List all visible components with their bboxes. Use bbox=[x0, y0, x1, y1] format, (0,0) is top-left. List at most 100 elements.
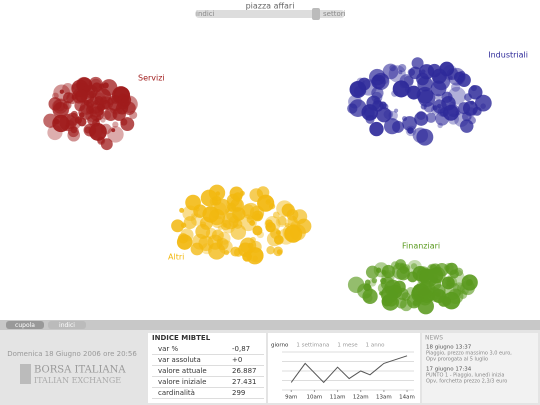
stock-bubble[interactable] bbox=[392, 80, 410, 98]
stock-bubble[interactable] bbox=[249, 188, 264, 202]
stock-bubble[interactable] bbox=[281, 203, 295, 217]
stock-bubble[interactable] bbox=[448, 75, 453, 80]
stock-bubble[interactable] bbox=[452, 288, 461, 297]
stock-bubble[interactable] bbox=[66, 92, 78, 105]
stock-bubble[interactable] bbox=[446, 278, 451, 283]
stock-bubble[interactable] bbox=[102, 82, 109, 89]
stock-bubble[interactable] bbox=[209, 197, 219, 206]
stock-bubble[interactable] bbox=[94, 88, 112, 105]
stock-bubble[interactable] bbox=[284, 224, 303, 243]
stock-bubble[interactable] bbox=[252, 210, 264, 222]
stock-bubble[interactable] bbox=[275, 216, 287, 228]
stock-bubble[interactable] bbox=[349, 81, 367, 98]
stock-bubble[interactable] bbox=[227, 202, 237, 212]
stock-bubble[interactable] bbox=[437, 122, 443, 129]
stock-bubble[interactable] bbox=[191, 213, 196, 218]
stock-bubble[interactable] bbox=[100, 117, 106, 123]
news-line[interactable]: Opv prorogata al 5 luglio bbox=[426, 357, 488, 363]
news-line[interactable]: Piaggio, prezzo massimo 3,0 euro, bbox=[426, 351, 512, 357]
stock-bubble[interactable] bbox=[183, 216, 197, 230]
stock-bubble[interactable] bbox=[71, 112, 77, 118]
stock-bubble[interactable] bbox=[445, 276, 458, 288]
stock-bubble[interactable] bbox=[248, 247, 264, 263]
stock-bubble[interactable] bbox=[62, 82, 74, 95]
stock-bubble[interactable] bbox=[177, 233, 189, 244]
stock-bubble[interactable] bbox=[287, 215, 298, 227]
stock-bubble[interactable] bbox=[276, 249, 283, 255]
stock-bubble[interactable] bbox=[120, 118, 128, 126]
news-line[interactable]: PUNTO 1 - Piaggio, lunedì inizia bbox=[426, 372, 504, 379]
stock-bubble[interactable] bbox=[265, 219, 273, 228]
slider-right[interactable]: settori bbox=[323, 10, 346, 18]
stock-bubble[interactable] bbox=[365, 265, 379, 279]
stock-bubble[interactable] bbox=[53, 84, 71, 102]
stock-bubble[interactable] bbox=[398, 63, 407, 73]
stock-bubble[interactable] bbox=[71, 83, 79, 90]
stock-bubble[interactable] bbox=[427, 267, 444, 284]
stock-bubble[interactable] bbox=[451, 82, 461, 92]
stock-bubble[interactable] bbox=[218, 240, 233, 255]
stock-bubble[interactable] bbox=[284, 222, 290, 228]
stock-bubble[interactable] bbox=[87, 114, 98, 126]
stock-bubble[interactable] bbox=[347, 103, 358, 114]
stock-bubble[interactable] bbox=[272, 211, 280, 219]
stock-bubble[interactable] bbox=[416, 128, 434, 146]
stock-bubble[interactable] bbox=[398, 70, 403, 75]
stock-bubble[interactable] bbox=[382, 63, 399, 80]
stock-bubble[interactable] bbox=[357, 283, 373, 299]
stock-bubble[interactable] bbox=[120, 95, 138, 113]
stock-bubble[interactable] bbox=[185, 194, 201, 211]
stock-bubble[interactable] bbox=[460, 119, 474, 133]
stock-bubble[interactable] bbox=[430, 292, 441, 303]
stock-bubble[interactable] bbox=[437, 103, 442, 109]
stock-bubble[interactable] bbox=[441, 91, 453, 103]
stock-bubble[interactable] bbox=[112, 121, 119, 128]
slider-track[interactable] bbox=[195, 10, 345, 18]
stock-bubble[interactable] bbox=[77, 117, 87, 127]
stock-bubble[interactable] bbox=[179, 207, 185, 213]
stock-bubble[interactable] bbox=[75, 89, 88, 103]
stock-bubble[interactable] bbox=[458, 102, 471, 115]
stock-bubble[interactable] bbox=[43, 113, 58, 128]
stock-bubble[interactable] bbox=[460, 280, 475, 296]
stock-bubble[interactable] bbox=[407, 271, 418, 283]
stock-bubble[interactable] bbox=[441, 276, 455, 290]
stock-bubble[interactable] bbox=[103, 107, 117, 121]
slider-handle[interactable] bbox=[312, 8, 320, 20]
stock-bubble[interactable] bbox=[171, 219, 185, 233]
stock-bubble[interactable] bbox=[83, 99, 90, 106]
stock-bubble[interactable] bbox=[392, 262, 410, 280]
stock-bubble[interactable] bbox=[88, 76, 103, 91]
stock-bubble[interactable] bbox=[266, 198, 271, 204]
stock-bubble[interactable] bbox=[420, 103, 427, 110]
stock-bubble[interactable] bbox=[70, 110, 78, 118]
stock-bubble[interactable] bbox=[70, 126, 78, 134]
stock-bubble[interactable] bbox=[252, 225, 263, 236]
stock-bubble[interactable] bbox=[431, 288, 446, 304]
stock-bubble[interactable] bbox=[266, 231, 282, 247]
stock-bubble[interactable] bbox=[276, 200, 293, 217]
slider-left[interactable]: indici bbox=[196, 10, 215, 18]
stock-bubble[interactable] bbox=[463, 276, 469, 281]
stock-bubble[interactable] bbox=[404, 86, 412, 93]
stock-bubble[interactable] bbox=[417, 298, 434, 315]
stock-bubble[interactable] bbox=[444, 265, 450, 271]
stock-bubble[interactable] bbox=[52, 102, 69, 119]
stock-bubble[interactable] bbox=[443, 282, 462, 300]
stock-bubble[interactable] bbox=[382, 103, 389, 110]
tab[interactable] bbox=[6, 321, 44, 329]
stock-bubble[interactable] bbox=[434, 93, 442, 101]
stock-bubble[interactable] bbox=[407, 127, 414, 134]
stock-bubble[interactable] bbox=[456, 78, 463, 85]
stock-bubble[interactable] bbox=[215, 191, 221, 196]
stock-bubble[interactable] bbox=[418, 89, 436, 107]
stock-bubble[interactable] bbox=[380, 276, 395, 291]
stock-bubble[interactable] bbox=[75, 76, 92, 93]
stock-bubble[interactable] bbox=[268, 203, 276, 210]
stock-bubble[interactable] bbox=[393, 280, 406, 294]
stock-bubble[interactable] bbox=[416, 110, 426, 121]
stock-bubble[interactable] bbox=[239, 190, 245, 196]
stock-bubble[interactable] bbox=[406, 293, 422, 309]
stock-bubble[interactable] bbox=[383, 118, 401, 135]
stock-bubble[interactable] bbox=[266, 245, 275, 255]
